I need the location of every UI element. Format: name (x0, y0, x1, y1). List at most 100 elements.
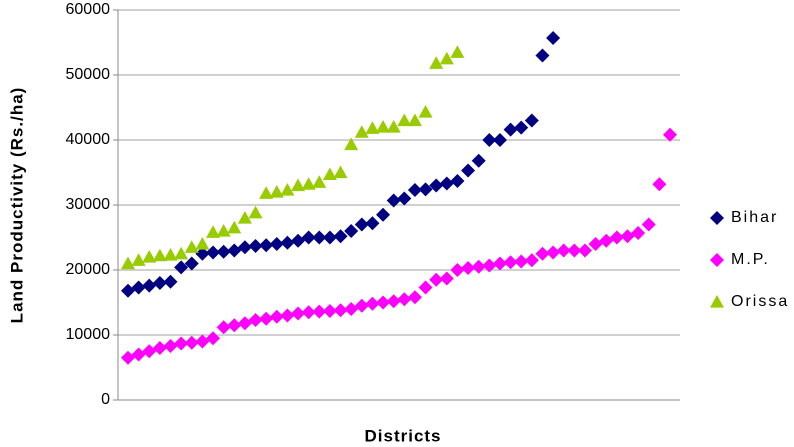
data-point (259, 238, 274, 253)
data-point (163, 339, 178, 354)
data-point (418, 182, 433, 197)
data-point (280, 183, 295, 196)
data-point (365, 216, 380, 231)
data-point (524, 253, 539, 268)
data-point (152, 341, 167, 355)
data-point (312, 175, 327, 188)
legend-text: M.P. (731, 251, 770, 268)
y-tick-label: 40000 (66, 131, 111, 148)
data-point (652, 177, 667, 192)
data-point (365, 296, 380, 311)
data-point (482, 133, 497, 147)
data-point (174, 260, 189, 275)
data-point (269, 185, 284, 198)
data-point (195, 246, 210, 261)
data-point (535, 246, 550, 261)
data-point (237, 211, 252, 224)
data-point (439, 176, 454, 191)
data-point (312, 230, 327, 245)
data-point (354, 298, 369, 313)
legend-text: Bihar (731, 209, 778, 226)
data-point (333, 229, 348, 244)
data-point (450, 263, 465, 277)
data-point (354, 217, 369, 232)
data-point (503, 255, 518, 270)
data-point (184, 256, 199, 271)
data-point (259, 186, 274, 199)
data-point (407, 113, 422, 127)
data-point (407, 183, 422, 198)
data-point (546, 245, 561, 260)
data-point (174, 336, 189, 351)
y-tick-label: 0 (101, 391, 110, 408)
data-point (429, 56, 444, 69)
data-point (195, 334, 210, 349)
data-point (418, 105, 433, 118)
data-point (248, 238, 263, 253)
data-point (344, 302, 359, 316)
data-point (322, 230, 337, 245)
data-point (567, 243, 582, 258)
data-point (450, 173, 465, 188)
data-point (631, 225, 646, 240)
data-point (291, 306, 306, 321)
data-point (439, 271, 454, 286)
legend-marker (710, 211, 724, 225)
data-point (259, 311, 274, 326)
data-point (492, 256, 507, 271)
data-point (131, 280, 146, 295)
data-point (301, 305, 316, 320)
data-point (206, 225, 221, 238)
data-point (227, 243, 242, 258)
data-point (131, 253, 146, 266)
data-point (269, 237, 284, 251)
data-point (121, 350, 135, 365)
data-point (142, 278, 157, 293)
data-point (174, 246, 189, 260)
data-point (407, 290, 422, 305)
data-point (237, 240, 252, 255)
data-point (365, 121, 380, 134)
y-tick-label: 50000 (66, 66, 111, 83)
data-point (216, 244, 231, 259)
data-point (577, 243, 592, 258)
data-point (461, 163, 476, 178)
data-point (291, 233, 306, 248)
data-point (546, 30, 561, 45)
data-point (216, 224, 231, 237)
data-point (663, 127, 677, 142)
data-point (322, 303, 337, 318)
data-point (461, 261, 476, 276)
data-point (206, 245, 221, 260)
data-point (333, 165, 348, 179)
data-point (641, 217, 656, 232)
data-point (514, 120, 529, 135)
data-point (163, 248, 178, 261)
data-point (184, 335, 199, 350)
data-point (248, 205, 263, 219)
data-point (322, 167, 337, 181)
y-axis-title: Land Productivity (Rs./ha) (7, 87, 26, 324)
data-point (152, 248, 167, 262)
data-point (269, 309, 284, 324)
data-point (237, 316, 252, 331)
data-point (482, 258, 497, 273)
data-point (397, 113, 412, 127)
data-point (248, 313, 263, 328)
data-point (588, 237, 603, 251)
data-point (206, 331, 221, 346)
data-point (524, 113, 539, 128)
data-point (429, 178, 444, 193)
data-point (152, 276, 167, 290)
y-tick-label: 30000 (66, 196, 111, 213)
data-point (535, 48, 550, 63)
data-point (142, 250, 157, 263)
y-tick-label: 60000 (66, 1, 111, 18)
data-point (280, 308, 295, 323)
data-point (333, 303, 348, 318)
data-point (397, 191, 412, 206)
x-axis-title: Districts (364, 426, 441, 445)
data-point (418, 280, 433, 295)
data-point (471, 259, 486, 274)
